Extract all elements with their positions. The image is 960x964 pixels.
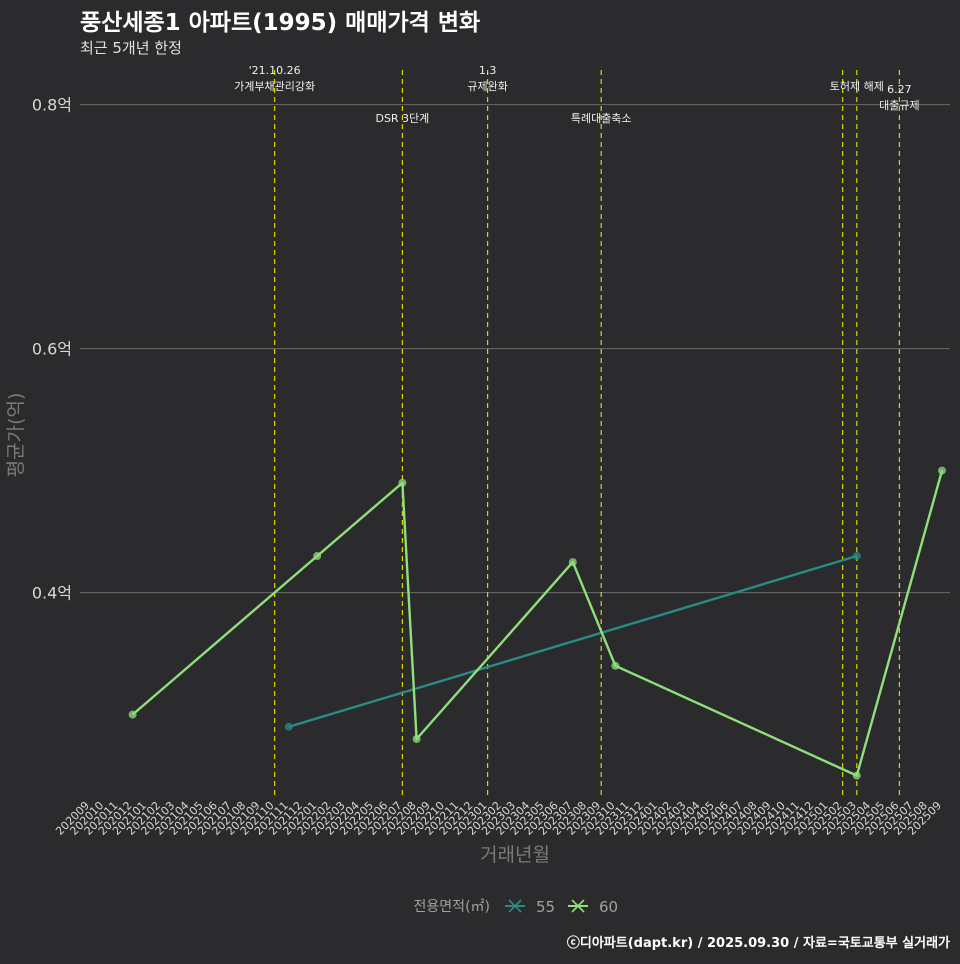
y-tick-label: 0.8억 (32, 96, 72, 115)
legend-label-55: 55 (536, 898, 555, 916)
data-point-60 (568, 558, 577, 567)
event-label: '21.10.26 (249, 64, 301, 77)
chart-subtitle: 최근 5개년 한정 (80, 39, 182, 57)
event-label: 가계부채관리강화 (234, 80, 315, 93)
series-line-55 (288, 554, 858, 728)
data-point-60 (398, 478, 407, 487)
event-label: 토허제 해제 (830, 79, 884, 93)
data-point-60 (611, 661, 620, 670)
series-layer (128, 466, 946, 780)
data-point-60 (938, 466, 946, 475)
y-tick-label: 0.6억 (32, 340, 72, 359)
event-label: DSR 3단계 (375, 112, 429, 125)
data-point-55 (284, 722, 293, 731)
x-axis-title: 거래년월 (480, 844, 550, 866)
series-line-60 (131, 470, 944, 777)
x-tick-labels: 2020092020102020112020122021012021022021… (53, 799, 944, 838)
y-tick-label: 0.4억 (32, 584, 72, 603)
data-point-60 (313, 552, 322, 560)
data-point-60 (852, 771, 861, 780)
legend-title: 전용면적(㎡) (414, 899, 490, 915)
caption: ⓒ디아파트(dapt.kr) / 2025.09.30 / 자료=국토교통부 실… (567, 935, 950, 951)
legend: 전용면적(㎡) 55 60 (414, 898, 619, 916)
y-axis-title: 평균가(억) (5, 393, 27, 478)
legend-key-60 (571, 899, 585, 913)
legend-key-55 (508, 899, 522, 913)
event-label: 특례대출축소 (571, 112, 632, 125)
event-label: 대출규제 (879, 99, 919, 112)
data-point-60 (128, 710, 137, 719)
event-label: 규제완화 (467, 80, 507, 93)
y-tick-labels: 0.4억 0.6억 0.8억 (32, 96, 72, 603)
chart-title: 풍산세종1 아파트(1995) 매매가격 변화 (80, 10, 480, 36)
data-point-60 (412, 735, 421, 743)
event-label: 6.27 (887, 83, 912, 96)
event-label: 1.3 (479, 64, 497, 77)
data-point-55 (852, 552, 861, 560)
legend-label-60: 60 (599, 898, 618, 916)
y-gridlines (80, 104, 950, 594)
